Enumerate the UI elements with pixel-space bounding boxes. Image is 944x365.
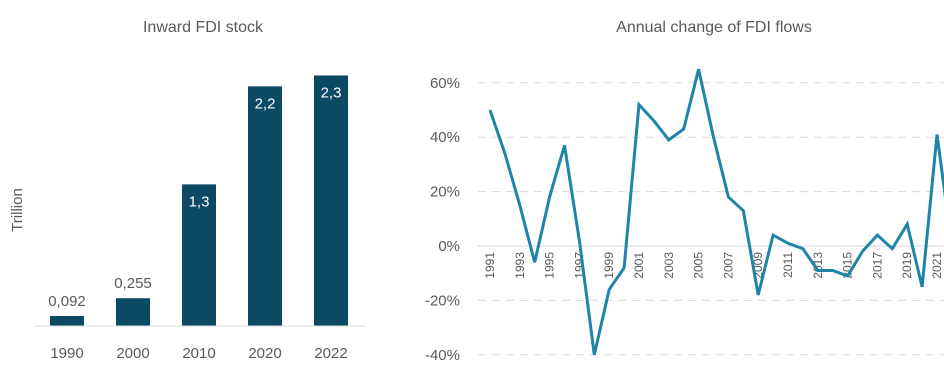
bar-value-label-2022: 2,3 bbox=[321, 84, 342, 101]
right-chart-x-ticks: 1991 1993 1995 1997 1999 2001 2003 2005 2007 2009… bbox=[483, 252, 944, 279]
bar-value-label-2010: 1,3 bbox=[189, 193, 210, 210]
bar-value-label-2020: 2,2 bbox=[255, 95, 276, 112]
x-tick-label: 2007 bbox=[721, 252, 735, 279]
x-tick-label: 2003 bbox=[662, 252, 676, 279]
x-tick-label: 2019 bbox=[900, 252, 914, 279]
left-chart-bars: 0,092 1990 0,255 2000 1,3 2010 2,2 2020 2,3 2022 bbox=[48, 75, 348, 362]
x-tick-label: 2005 bbox=[692, 252, 706, 279]
series-line bbox=[488, 68, 944, 356]
x-tick-label: 2011 bbox=[781, 252, 795, 278]
x-tick-label: 1999 bbox=[602, 252, 616, 279]
x-tick-label: 2017 bbox=[870, 252, 884, 279]
bar-2020 bbox=[248, 86, 282, 326]
x-tick-label-1990: 1990 bbox=[50, 345, 83, 362]
inward-fdi-stock-chart: Inward FDI stock Trillion 0,092 1990 0,255… bbox=[9, 19, 365, 362]
bar-2010 bbox=[182, 184, 216, 326]
x-tick-label: 2001 bbox=[632, 252, 646, 279]
left-chart-title: Inward FDI stock bbox=[143, 19, 264, 36]
x-tick-label-2022: 2022 bbox=[314, 345, 347, 362]
y-tick-label: -40% bbox=[425, 347, 460, 364]
right-chart-title: Annual change of FDI flows bbox=[616, 19, 812, 36]
bar-1990 bbox=[50, 315, 84, 326]
x-tick-label: 1993 bbox=[513, 252, 527, 279]
bar-2000 bbox=[116, 298, 150, 326]
right-chart-y-ticks: 60% 40% 20% 0% -20% -40% bbox=[425, 75, 460, 364]
y-tick-label: 20% bbox=[430, 184, 460, 201]
bar-value-label-2000: 0,255 bbox=[114, 275, 152, 292]
right-chart-series bbox=[488, 68, 944, 356]
x-tick-label-2020: 2020 bbox=[248, 345, 281, 362]
y-tick-label: -20% bbox=[425, 292, 460, 309]
annual-change-fdi-flows-chart: Annual change of FDI flows 60% 40% 20% 0% -2… bbox=[425, 19, 944, 364]
x-tick-label-2000: 2000 bbox=[116, 345, 149, 362]
y-tick-label: 0% bbox=[438, 238, 460, 255]
bar-2022 bbox=[314, 75, 348, 326]
x-tick-label: 1991 bbox=[483, 252, 497, 279]
x-tick-label-2010: 2010 bbox=[182, 345, 215, 362]
x-tick-label: 2021 bbox=[930, 252, 944, 279]
left-chart-y-axis-label: Trillion bbox=[9, 188, 26, 232]
y-tick-label: 40% bbox=[430, 129, 460, 146]
bar-value-label-1990: 0,092 bbox=[48, 293, 86, 310]
x-tick-label: 1995 bbox=[543, 252, 557, 279]
y-tick-label: 60% bbox=[430, 75, 460, 92]
